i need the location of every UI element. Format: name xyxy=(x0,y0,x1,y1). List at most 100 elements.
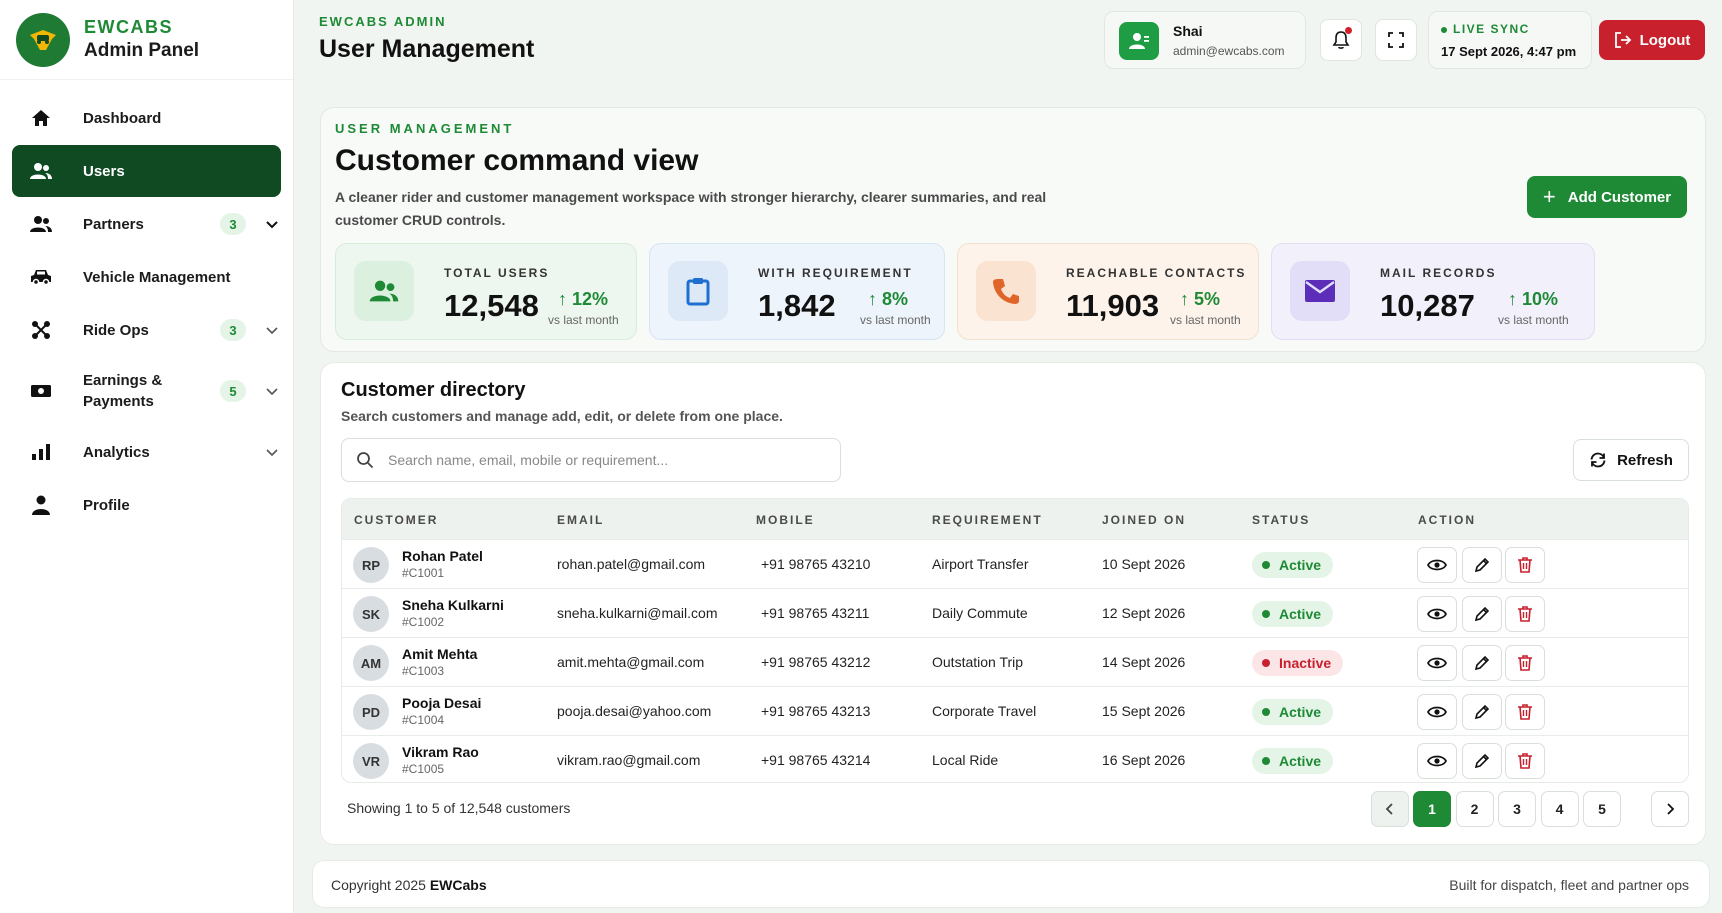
sidebar-item-partners[interactable]: Partners 3 xyxy=(12,198,281,250)
page-button[interactable]: 2 xyxy=(1455,791,1494,827)
sidebar-item-label: Earnings & Payments xyxy=(83,372,163,410)
hero-kicker: USER MANAGEMENT xyxy=(335,121,515,136)
edit-button[interactable] xyxy=(1462,596,1502,632)
edit-button[interactable] xyxy=(1462,547,1502,583)
stat-sub: vs last month xyxy=(860,313,931,327)
fullscreen-button[interactable] xyxy=(1375,19,1417,61)
customer-id: #C1004 xyxy=(402,713,445,727)
notifications-button[interactable] xyxy=(1320,19,1362,61)
status-badge: Active xyxy=(1252,601,1334,627)
home-icon xyxy=(30,107,52,129)
live-dot-icon xyxy=(1441,26,1447,33)
stat-value: 11,903 xyxy=(1066,288,1160,323)
page-button[interactable]: 3 xyxy=(1498,791,1536,827)
avatar: VR xyxy=(353,743,389,779)
sidebar-item-label: Analytics xyxy=(83,443,150,461)
customer-id: #C1002 xyxy=(402,615,445,629)
sidebar-item-ride-ops[interactable]: Ride Ops 3 xyxy=(12,304,281,356)
view-button[interactable] xyxy=(1417,743,1457,779)
plus-icon: + xyxy=(1542,184,1556,209)
trash-icon xyxy=(1517,556,1533,574)
hero-card: USER MANAGEMENT Customer command view A … xyxy=(320,107,1706,352)
stat-label: MAIL RECORDS xyxy=(1380,266,1497,280)
arrow-up-icon: ↑ xyxy=(1508,289,1523,309)
search-placeholder: Search name, email, mobile or requiremen… xyxy=(388,452,669,468)
page-button[interactable]: 1 xyxy=(1413,791,1451,827)
delete-button[interactable] xyxy=(1505,547,1545,583)
table-row: VR Vikram Rao #C1005 vikram.rao@gmail.com +9… xyxy=(342,735,1688,782)
refresh-label: Refresh xyxy=(1617,451,1673,469)
delete-button[interactable] xyxy=(1505,694,1545,730)
edit-button[interactable] xyxy=(1462,645,1502,681)
status-dot xyxy=(1262,659,1270,667)
page-button[interactable]: 4 xyxy=(1540,791,1579,827)
sidebar-item-earnings-payments[interactable]: Earnings & Payments 5 xyxy=(12,357,281,425)
next-page-button[interactable] xyxy=(1651,791,1689,827)
customer-requirement: Daily Commute xyxy=(932,605,1028,621)
view-button[interactable] xyxy=(1417,547,1457,583)
search-input[interactable]: Search name, email, mobile or requiremen… xyxy=(341,438,841,482)
add-customer-button[interactable]: + Add Customer xyxy=(1527,176,1687,218)
refresh-button[interactable]: Refresh xyxy=(1573,439,1689,481)
delete-button[interactable] xyxy=(1505,743,1545,779)
stat-card-total-users: TOTAL USERS 12,548 ↑ 12% vs last month xyxy=(335,243,637,340)
partners-icon xyxy=(30,213,52,235)
pencil-icon xyxy=(1474,606,1490,622)
sidebar-item-profile[interactable]: Profile xyxy=(12,479,281,531)
sidebar-item-users[interactable]: Users xyxy=(12,145,281,197)
sidebar-item-vehicle-management[interactable]: Vehicle Management xyxy=(12,251,281,303)
stat-change: ↑ 10% xyxy=(1508,289,1559,309)
sidebar-item-analytics[interactable]: Analytics xyxy=(12,426,281,478)
users-icon xyxy=(30,160,52,182)
chevron-down-icon[interactable] xyxy=(264,383,280,399)
page-button[interactable]: 5 xyxy=(1583,791,1621,827)
avatar: PD xyxy=(353,694,389,730)
sidebar-item-label: Ride Ops xyxy=(83,321,149,339)
hero-title: Customer command view xyxy=(335,144,699,177)
prev-page-button[interactable] xyxy=(1371,791,1409,827)
customer-table: CUSTOMER EMAIL MOBILE REQUIREMENT JOINED… xyxy=(341,498,1689,783)
fullscreen-icon xyxy=(1388,32,1404,48)
live-sync-time: 17 Sept 2026, 4:47 pm xyxy=(1441,44,1577,59)
status-dot xyxy=(1262,561,1270,569)
sidebar-item-dashboard[interactable]: Dashboard xyxy=(12,92,281,144)
header-kicker: EWCABS ADMIN xyxy=(319,14,447,29)
edit-button[interactable] xyxy=(1462,694,1502,730)
user-avatar-icon xyxy=(1119,22,1159,60)
customer-mobile: +91 98765 43212 xyxy=(761,654,871,670)
customer-joined: 14 Sept 2026 xyxy=(1102,654,1186,670)
column-header: CUSTOMER xyxy=(354,513,439,527)
user-card[interactable]: Shai admin@ewcabs.com xyxy=(1104,11,1306,69)
column-header: MOBILE xyxy=(756,513,815,527)
chevron-down-icon[interactable] xyxy=(264,322,280,338)
status-badge: Active xyxy=(1252,699,1334,725)
pencil-icon xyxy=(1474,704,1490,720)
view-button[interactable] xyxy=(1417,694,1457,730)
stat-label: TOTAL USERS xyxy=(444,266,550,280)
delete-button[interactable] xyxy=(1505,645,1545,681)
sidebar-item-label: Partners xyxy=(83,215,144,233)
logout-button[interactable]: Logout xyxy=(1599,20,1705,60)
view-button[interactable] xyxy=(1417,645,1457,681)
customer-name: Sneha Kulkarni xyxy=(402,597,504,613)
delete-button[interactable] xyxy=(1505,596,1545,632)
pencil-icon xyxy=(1474,655,1490,671)
analytics-icon xyxy=(30,441,52,463)
add-customer-label: Add Customer xyxy=(1567,188,1672,206)
avatar: SK xyxy=(353,596,389,632)
status-badge: Inactive xyxy=(1252,650,1344,676)
brand: EWCABS Admin Panel xyxy=(0,0,293,80)
nav-count-badge: 3 xyxy=(220,213,246,235)
chevron-down-icon[interactable] xyxy=(264,444,280,460)
stat-value: 12,548 xyxy=(444,288,539,323)
user-name: Shai xyxy=(1173,23,1203,39)
customer-name: Vikram Rao xyxy=(402,744,479,760)
table-row: AM Amit Mehta #C1003 amit.mehta@gmail.com +9… xyxy=(342,637,1688,686)
eye-icon xyxy=(1427,607,1447,621)
view-button[interactable] xyxy=(1417,596,1457,632)
mail-icon xyxy=(1290,261,1350,321)
edit-button[interactable] xyxy=(1462,743,1502,779)
sidebar-nav: Dashboard Users Partners 3 Vehicle Manag… xyxy=(0,80,293,544)
customer-name: Amit Mehta xyxy=(402,646,478,662)
chevron-down-icon[interactable] xyxy=(264,216,280,232)
